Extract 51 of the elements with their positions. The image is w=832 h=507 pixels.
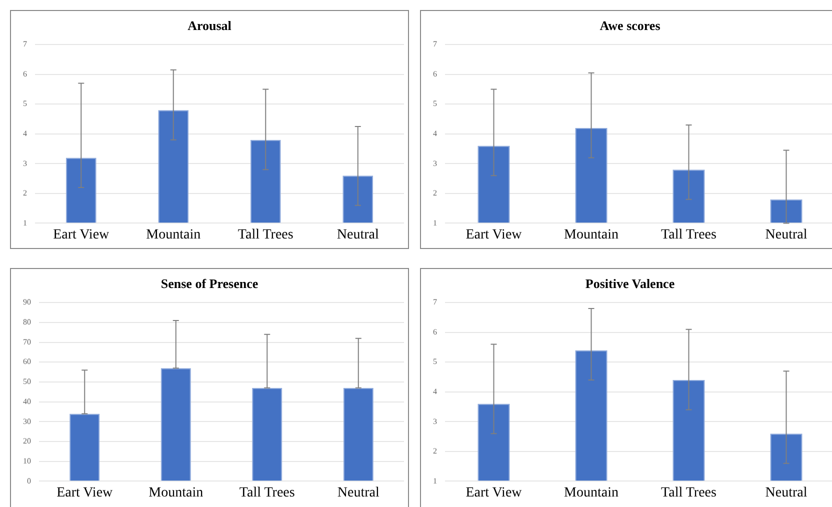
x-tick-label: Eart View [466, 485, 523, 500]
chart-title: Arousal [188, 18, 232, 34]
y-tick-label: 40 [23, 396, 31, 406]
y-tick-label: 90 [23, 298, 31, 307]
y-tick-label: 1 [433, 476, 437, 486]
y-tick-label: 2 [433, 446, 437, 456]
x-tick-label: Tall Trees [661, 485, 716, 500]
y-tick-label: 20 [23, 436, 31, 446]
x-tick-label: Mountain [564, 227, 618, 242]
y-tick-label: 50 [23, 377, 31, 386]
y-tick-label: 1 [433, 218, 437, 228]
y-tick-label: 6 [23, 69, 27, 78]
y-tick-label: 4 [433, 128, 437, 138]
y-tick-label: 7 [23, 40, 27, 49]
x-tick-label: Mountain [564, 485, 618, 500]
y-tick-label: 30 [23, 416, 31, 426]
chart-title: Awe scores [600, 18, 660, 34]
x-tick-label: Tall Trees [661, 227, 716, 242]
y-tick-label: 7 [433, 298, 437, 307]
y-tick-label: 3 [433, 416, 437, 426]
y-tick-label: 5 [23, 99, 27, 108]
x-tick-label: Neutral [337, 485, 380, 500]
y-tick-label: 6 [433, 69, 437, 78]
y-tick-label: 10 [23, 456, 31, 466]
y-tick-label: 2 [23, 188, 27, 198]
y-tick-label: 60 [23, 357, 31, 366]
chart-title: Positive Valence [585, 276, 675, 292]
x-tick-label: Mountain [148, 485, 204, 500]
y-tick-label: 4 [23, 128, 27, 138]
x-tick-label: Mountain [146, 227, 201, 242]
x-tick-label: Eart View [56, 485, 114, 500]
y-tick-label: 3 [433, 158, 437, 168]
y-tick-label: 2 [433, 188, 437, 198]
x-tick-label: Eart View [466, 227, 523, 242]
y-tick-label: 5 [433, 357, 437, 366]
x-tick-label: Neutral [765, 227, 808, 242]
y-tick-label: 0 [27, 476, 31, 486]
y-tick-label: 3 [23, 158, 27, 168]
y-tick-label: 5 [433, 99, 437, 108]
y-tick-label: 80 [23, 318, 31, 327]
y-tick-label: 70 [23, 337, 31, 346]
x-tick-label: Tall Trees [238, 227, 294, 242]
y-tick-label: 6 [433, 327, 437, 336]
x-tick-label: Tall Trees [239, 485, 295, 500]
x-tick-label: Neutral [336, 227, 379, 242]
y-tick-label: 4 [433, 386, 437, 396]
x-tick-label: Eart View [53, 227, 110, 242]
y-tick-label: 1 [23, 218, 27, 228]
x-tick-label: Neutral [765, 485, 808, 500]
chart-title: Sense of Presence [160, 276, 258, 292]
y-tick-label: 7 [433, 40, 437, 49]
